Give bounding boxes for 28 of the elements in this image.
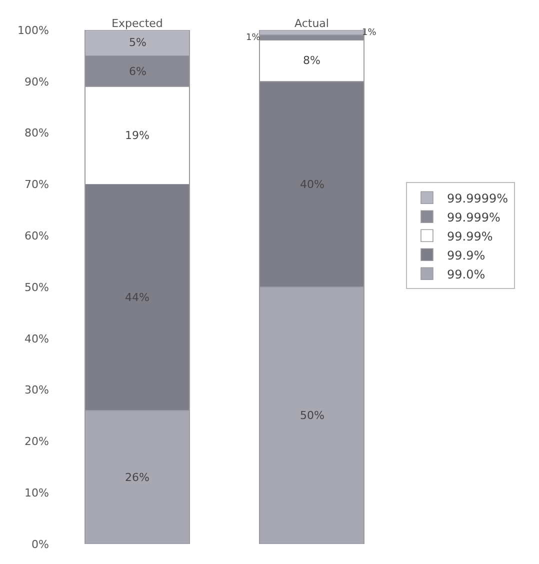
data-label: 1%: [246, 33, 261, 43]
legend-label: 99.999%: [446, 210, 500, 224]
y-tick-label: 50%: [24, 280, 49, 294]
data-label: 8%: [303, 54, 320, 67]
data-label: 6%: [129, 65, 146, 78]
y-tick-label: 40%: [24, 332, 49, 346]
x-tick-label: Actual: [294, 16, 329, 30]
legend-label: 99.99%: [446, 229, 493, 244]
y-tick-label: 30%: [24, 384, 49, 397]
y-tick-label: 100%: [18, 24, 49, 37]
x-tick-label: Expected: [112, 16, 163, 30]
y-tick-label: 80%: [24, 126, 49, 140]
data-label: 40%: [300, 178, 324, 191]
data-label: 44%: [125, 291, 150, 304]
legend-label: 99.0%: [446, 267, 486, 282]
data-label: 19%: [125, 129, 150, 142]
data-label: 1%: [362, 28, 377, 38]
legend-label: 99.9%: [446, 248, 486, 262]
y-tick-label: 10%: [24, 486, 49, 500]
y-tick-label: 0%: [32, 538, 49, 551]
legend-label: 99.9999%: [446, 191, 508, 206]
data-label: 5%: [129, 36, 146, 49]
y-tick-label: 90%: [24, 75, 49, 88]
data-label: 26%: [125, 471, 150, 484]
y-tick-label: 60%: [24, 229, 49, 242]
data-label: 50%: [300, 409, 324, 422]
y-tick-label: 70%: [24, 178, 49, 192]
y-tick-label: 20%: [24, 435, 49, 448]
